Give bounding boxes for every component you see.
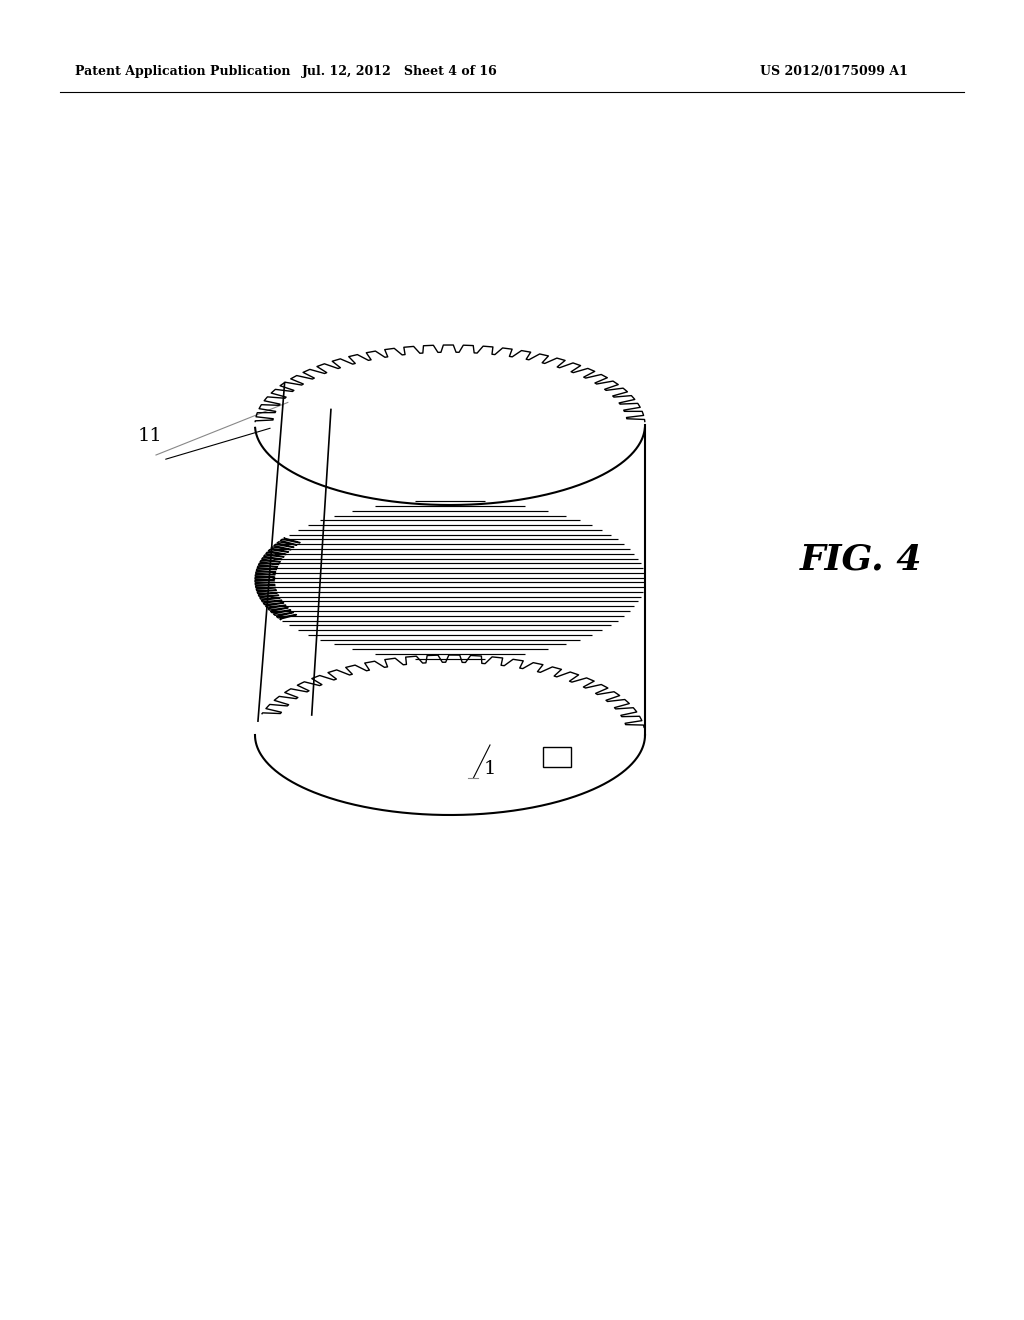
- Text: Patent Application Publication: Patent Application Publication: [75, 65, 291, 78]
- Text: Jul. 12, 2012   Sheet 4 of 16: Jul. 12, 2012 Sheet 4 of 16: [302, 65, 498, 78]
- Text: US 2012/0175099 A1: US 2012/0175099 A1: [760, 65, 908, 78]
- Text: FIG. 4: FIG. 4: [800, 543, 923, 577]
- Text: 11: 11: [138, 426, 163, 445]
- Polygon shape: [544, 747, 571, 767]
- Text: 1: 1: [483, 760, 497, 777]
